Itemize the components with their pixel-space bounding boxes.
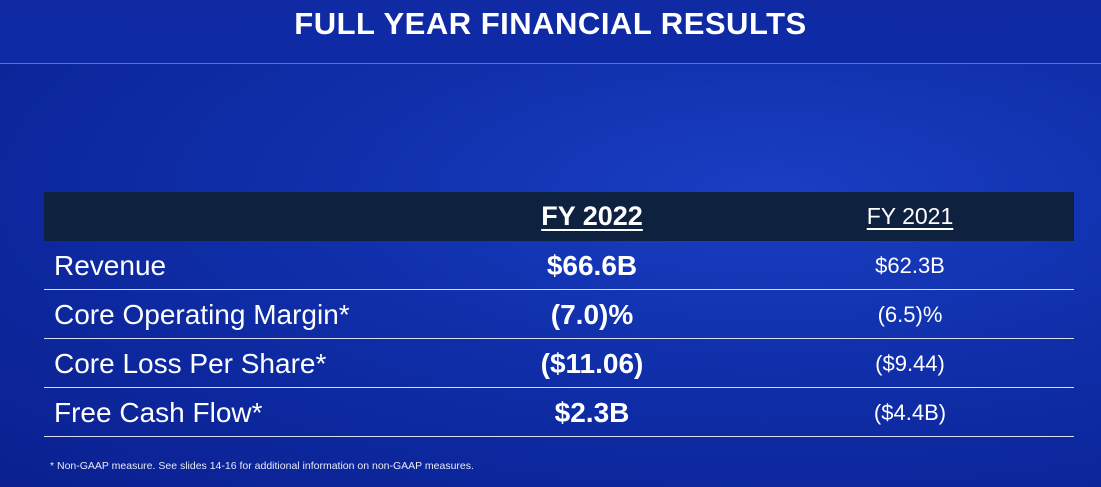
table-header-row: FY 2022 FY 2021 (44, 192, 1074, 241)
title-bar: FULL YEAR FINANCIAL RESULTS (0, 0, 1101, 64)
table-row: Revenue $66.6B $62.3B (44, 241, 1074, 290)
table-row: Free Cash Flow* $2.3B ($4.4B) (44, 388, 1074, 437)
header-fy2022-label: FY 2022 (541, 201, 643, 231)
value-fy2021-core-operating-margin: (6.5)% (877, 302, 943, 327)
table-row: Core Loss Per Share* ($11.06) ($9.44) (44, 339, 1074, 388)
value-fy2021-revenue: $62.3B (875, 253, 945, 278)
table-row: Core Operating Margin* (7.0)% (6.5)% (44, 290, 1074, 339)
value-fy2022-revenue: $66.6B (546, 250, 638, 281)
value-fy2021-core-loss-per-share: ($9.44) (875, 351, 945, 376)
header-fy2021: FY 2021 (824, 192, 996, 241)
row-label-core-operating-margin: Core Operating Margin* (54, 299, 350, 330)
row-label-core-loss-per-share: Core Loss Per Share* (54, 348, 327, 379)
header-fy2021-label: FY 2021 (866, 203, 954, 229)
header-fy2022: FY 2022 (510, 192, 674, 241)
value-fy2022-core-operating-margin: (7.0)% (550, 299, 634, 330)
value-fy2022-free-cash-flow: $2.3B (554, 397, 630, 428)
row-label-free-cash-flow: Free Cash Flow* (54, 397, 263, 428)
value-fy2021-free-cash-flow: ($4.4B) (873, 400, 947, 425)
results-table: FY 2022 FY 2021 Revenue $66.6B $62.3B Co… (44, 192, 1074, 437)
row-label-revenue: Revenue (54, 250, 167, 281)
value-fy2022-core-loss-per-share: ($11.06) (540, 348, 644, 379)
footnote: * Non-GAAP measure. See slides 14-16 for… (50, 460, 474, 472)
page-title: FULL YEAR FINANCIAL RESULTS (294, 6, 807, 41)
